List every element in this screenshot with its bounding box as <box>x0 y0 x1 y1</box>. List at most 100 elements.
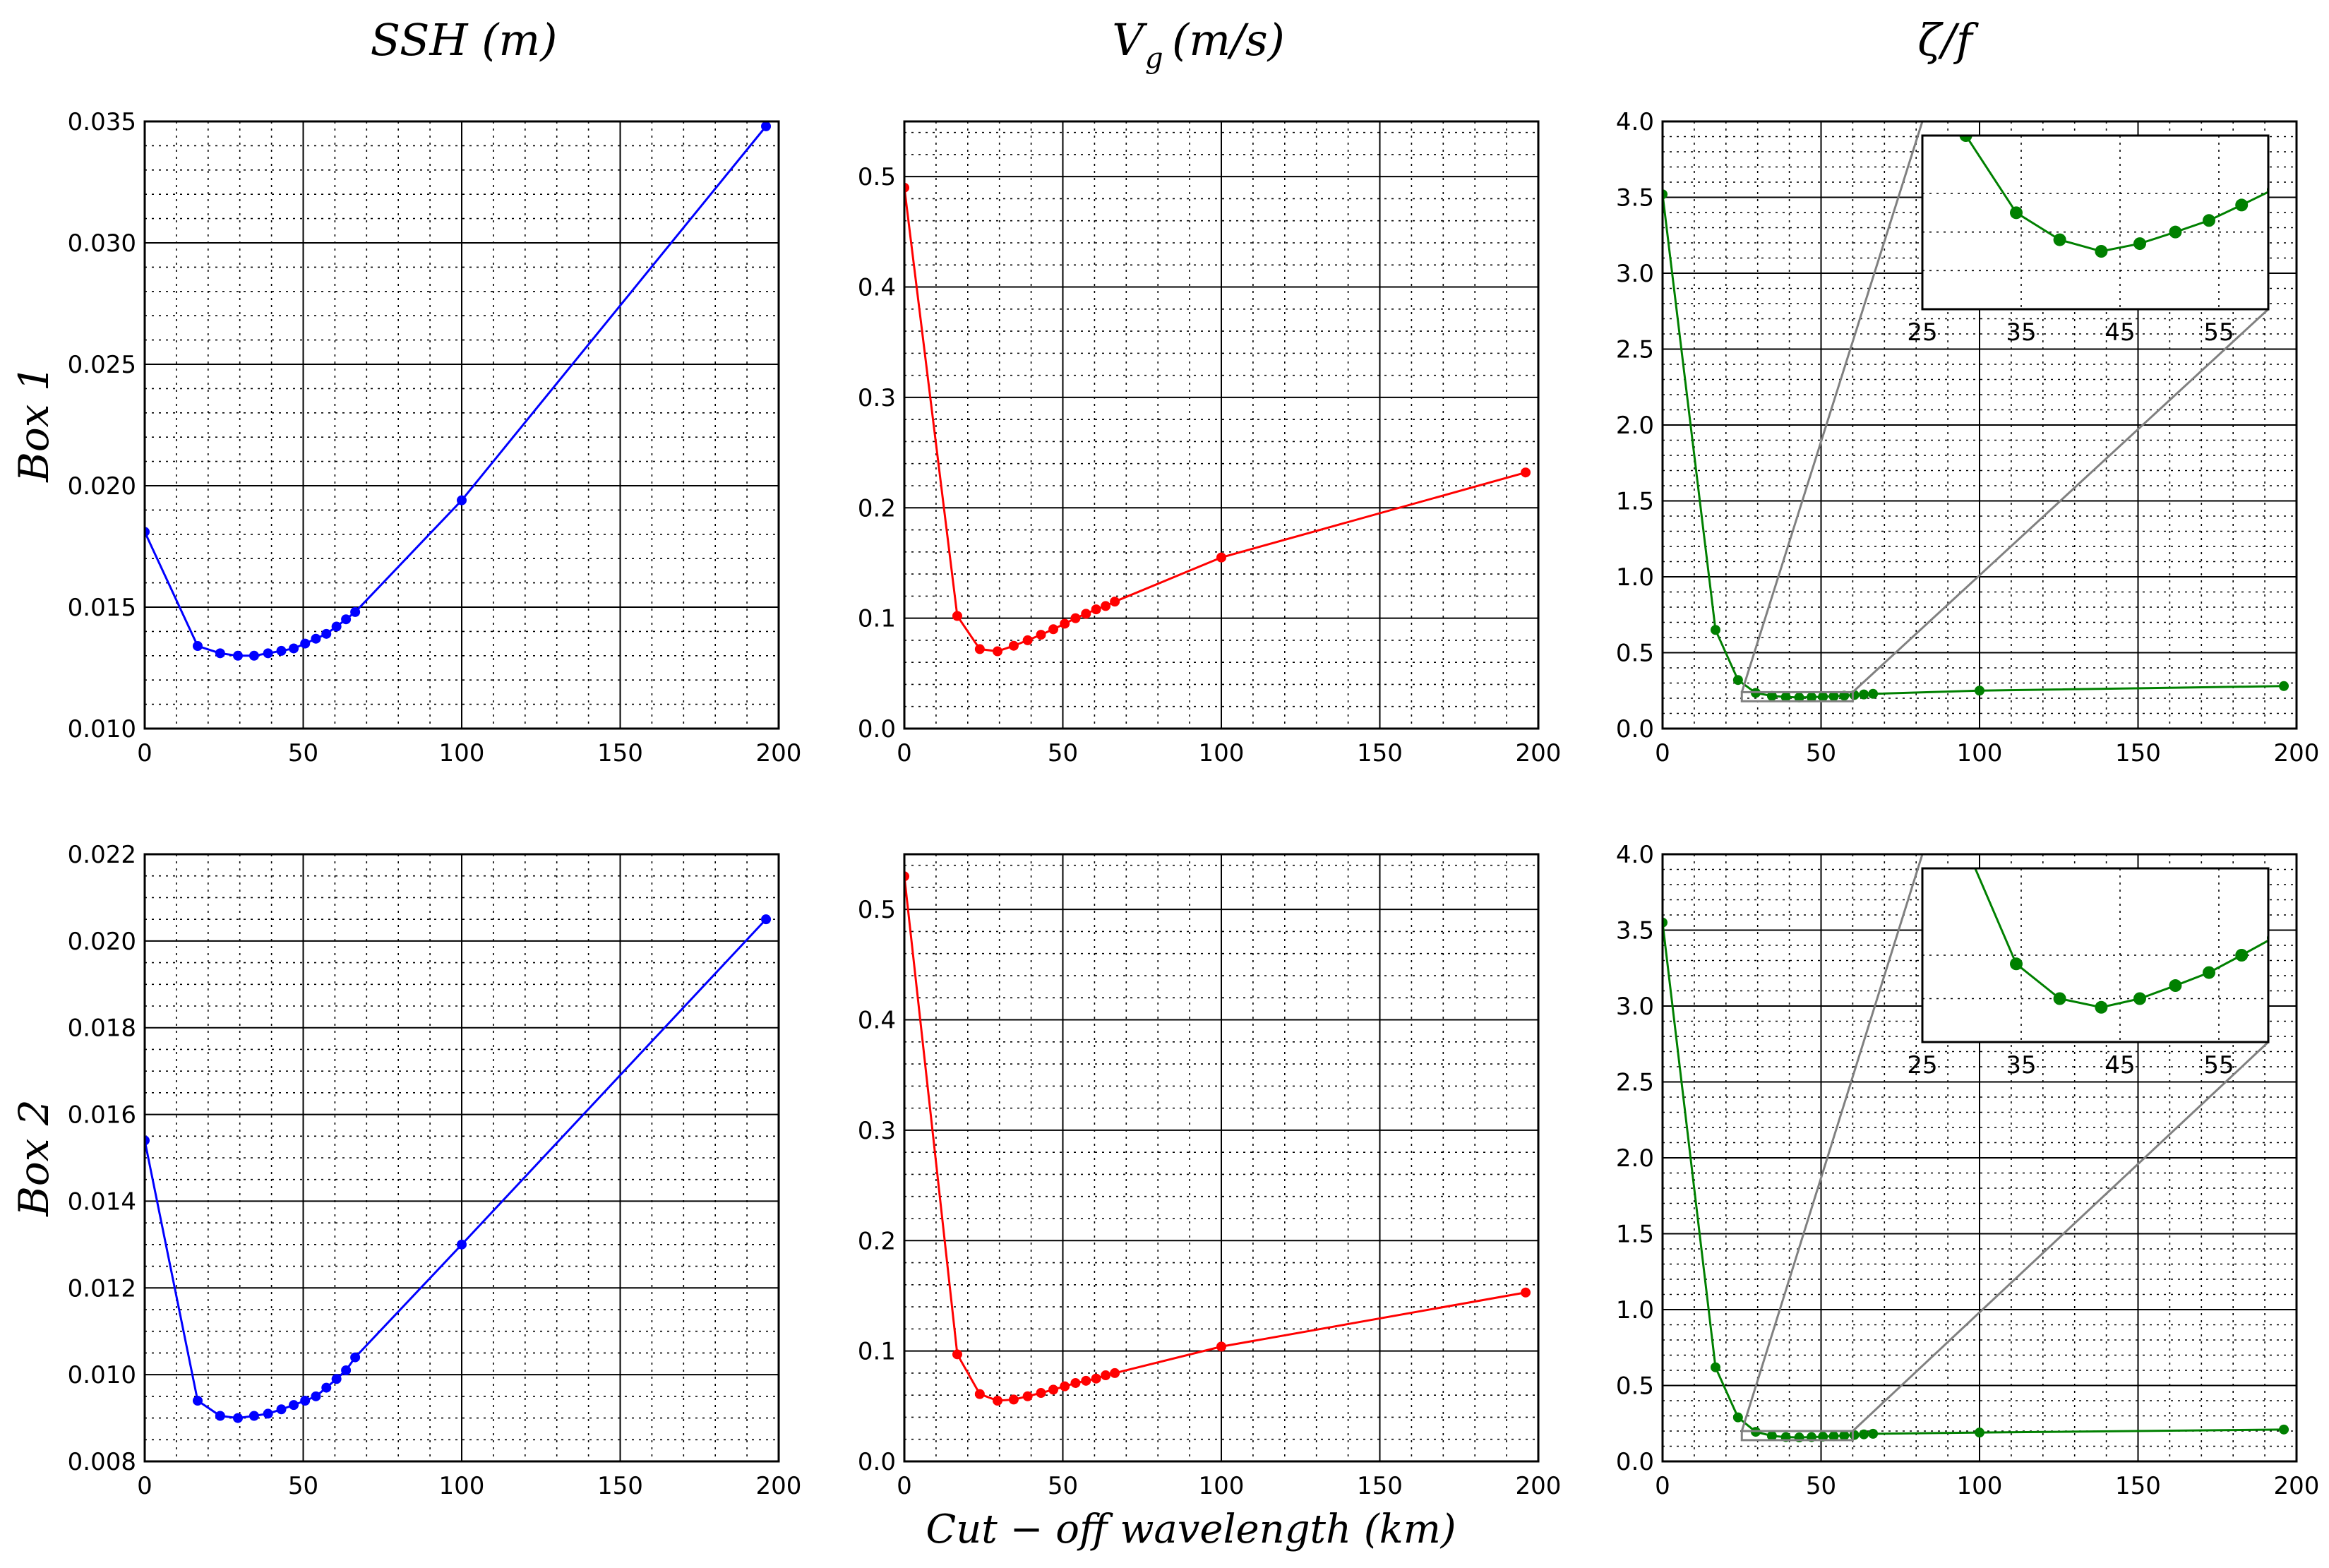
y-tick-label: 0.3 <box>858 384 896 412</box>
data-point <box>904 871 909 882</box>
data-point <box>300 1396 311 1406</box>
x-tick-label: 200 <box>2274 1472 2320 1500</box>
zoom-connector <box>1740 121 1924 693</box>
data-point <box>1081 1375 1091 1386</box>
y-tick-label: 0.0 <box>858 715 896 743</box>
inset-background <box>1922 868 2268 1042</box>
y-tick-label: 2.5 <box>1616 336 1654 364</box>
panel-box2-vg: 0 50 100 150 200 0.0 0.1 0.2 0.3 0.4 0.5 <box>858 853 1561 1500</box>
data-point <box>1663 189 1668 200</box>
data-point <box>952 611 962 621</box>
y-tick-label: 0.022 <box>68 841 136 869</box>
col-title-ssh: SSH (m) <box>371 14 558 66</box>
inset-data-point <box>2169 225 2182 239</box>
data-point <box>350 1352 361 1363</box>
x-tick-label: 100 <box>1957 1472 2003 1500</box>
data-point <box>993 1396 1003 1406</box>
x-tick-label: 0 <box>1655 739 1670 767</box>
data-point <box>321 1382 332 1393</box>
axes-frame <box>903 853 1540 1463</box>
data-point <box>1663 917 1668 928</box>
axes-frame <box>1661 120 2298 730</box>
x-tick-label: 100 <box>1199 739 1245 767</box>
y-tick-label: 0.030 <box>68 229 136 258</box>
y-tick-label: 0.012 <box>68 1274 136 1303</box>
data-point <box>1101 601 1111 611</box>
x-tick-label: 150 <box>597 739 643 767</box>
x-tick-label: 200 <box>1516 739 1562 767</box>
y-tick-label: 0.0 <box>1616 1448 1654 1476</box>
data-point <box>145 527 150 537</box>
x-tick-label: 0 <box>897 739 912 767</box>
data-point <box>457 1239 467 1250</box>
inset-data-point <box>2235 198 2249 212</box>
data-point <box>1216 552 1226 563</box>
data-point <box>311 1391 321 1401</box>
data-point <box>192 1396 203 1406</box>
inset-data-point <box>2010 957 2023 971</box>
series-line <box>145 918 767 1420</box>
x-tick-label: 150 <box>1357 739 1403 767</box>
inset-data-point <box>2203 214 2215 227</box>
series-line <box>145 125 767 657</box>
data-point <box>1091 1373 1101 1384</box>
inset-frame <box>1921 867 2270 1043</box>
row-label-box2: Box 2 <box>10 1099 58 1217</box>
data-point <box>1070 1377 1081 1388</box>
inset-x-tick-label: 45 <box>2105 318 2135 347</box>
x-tick-label: 50 <box>1806 739 1836 767</box>
y-tick-label: 0.2 <box>858 494 896 522</box>
data-point <box>249 650 259 661</box>
data-point <box>1091 604 1101 615</box>
axes-frame <box>143 120 780 730</box>
y-tick-label: 0.018 <box>68 1015 136 1043</box>
y-tick-label: 0.035 <box>68 108 136 136</box>
inset-data-point <box>2235 949 2249 962</box>
inset-data-point <box>2053 992 2066 1005</box>
y-tick-label: 2.5 <box>1616 1069 1654 1097</box>
data-point <box>276 645 287 656</box>
data-point <box>215 648 225 659</box>
data-point <box>1710 1362 1720 1372</box>
y-tick-label: 0.014 <box>68 1187 136 1216</box>
zoom-connector <box>1852 1041 2270 1432</box>
data-point <box>311 633 321 644</box>
data-point <box>233 1413 244 1423</box>
data-point <box>1048 624 1059 635</box>
data-point <box>1060 1381 1070 1392</box>
y-tick-label: 2.0 <box>1616 412 1654 440</box>
x-tick-label: 100 <box>439 1472 485 1500</box>
inset-data-point <box>1960 840 1972 853</box>
inset-x-tick-label: 35 <box>2006 318 2036 347</box>
data-point <box>1975 686 1984 696</box>
x-tick-label: 50 <box>1048 739 1078 767</box>
y-tick-label: 3.0 <box>1616 993 1654 1021</box>
axes-frame <box>1661 853 2298 1463</box>
x-tick-label: 150 <box>2115 1472 2161 1500</box>
zoom-connector <box>1740 854 1924 1432</box>
x-tick-label: 200 <box>756 1472 802 1500</box>
y-tick-label: 0.5 <box>858 163 896 191</box>
inset-background <box>1922 136 2268 309</box>
y-tick-label: 0.4 <box>858 274 896 302</box>
col-title-vg-units: (m/s) <box>1172 14 1285 66</box>
data-point <box>145 1135 150 1146</box>
row-label-box1: Box 1 <box>10 365 58 483</box>
series-line <box>904 876 1526 1402</box>
col-title-vg-sub: g <box>1145 42 1163 75</box>
data-point <box>1859 689 1869 700</box>
data-point <box>331 1374 342 1384</box>
data-point <box>1975 1428 1984 1438</box>
x-tick-label: 0 <box>137 739 152 767</box>
y-tick-label: 0.008 <box>68 1448 136 1476</box>
data-point <box>321 628 332 639</box>
x-tick-label: 50 <box>1048 1472 1078 1500</box>
inset-data-point <box>1904 428 1917 441</box>
x-tick-label: 50 <box>288 1472 318 1500</box>
y-tick-label: 2.0 <box>1616 1144 1654 1173</box>
data-point <box>1008 1394 1019 1405</box>
data-point <box>1110 1367 1120 1378</box>
data-point <box>1101 1370 1111 1381</box>
inset-series-line <box>1974 868 2268 1009</box>
data-point <box>952 1349 962 1360</box>
